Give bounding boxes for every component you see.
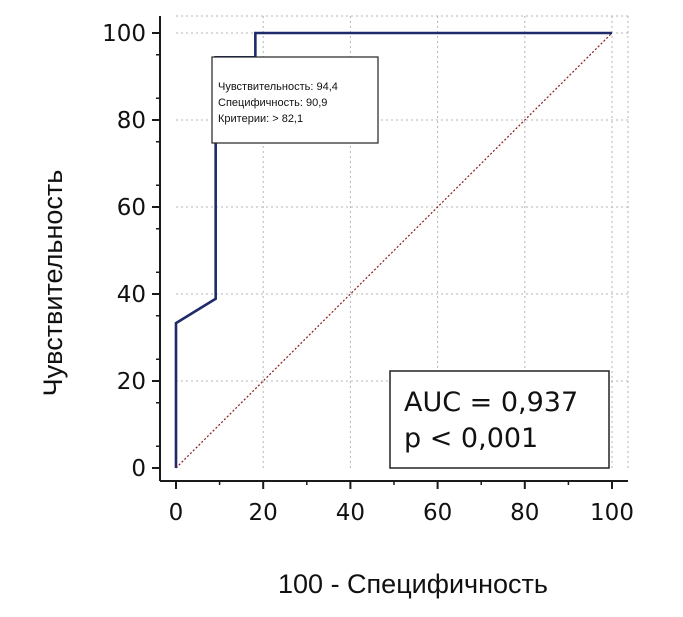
y-tick-label: 100 <box>102 21 146 47</box>
y-tick-label: 60 <box>117 195 146 221</box>
x-axis-title: 100 - Специфичность <box>278 569 548 599</box>
y-axis-title: Чувствительность <box>38 170 68 397</box>
tooltip-sensitivity: Чувствительность: 94,4 <box>218 81 338 93</box>
x-tick-label: 60 <box>423 500 452 526</box>
x-tick-label: 80 <box>510 500 539 526</box>
y-tick-label: 20 <box>117 369 146 395</box>
tooltip-specificity: Специфичность: 90,9 <box>218 97 327 109</box>
x-tick-label: 0 <box>169 500 184 526</box>
tooltip-frame <box>211 56 379 144</box>
x-tick-label: 100 <box>590 500 634 526</box>
y-tick-label: 80 <box>117 108 146 134</box>
criterion-tooltip: Чувствительность: 94,4 Специфичность: 90… <box>211 56 379 144</box>
p-value: p < 0,001 <box>404 423 538 454</box>
axis-ticks: 0 20 40 60 80 100 0 20 40 60 80 100 <box>102 21 634 526</box>
x-tick-label: 40 <box>336 500 365 526</box>
reference-diagonal <box>175 32 613 469</box>
auc-value: AUC = 0,937 <box>404 387 578 418</box>
x-tick-label: 20 <box>249 500 278 526</box>
auc-box-frame <box>389 370 610 469</box>
tooltip-criterion: Критерии: > 82,1 <box>218 113 303 125</box>
auc-box: AUC = 0,937 p < 0,001 <box>389 370 610 469</box>
y-tick-label: 40 <box>117 282 146 308</box>
y-tick-label: 0 <box>131 456 146 482</box>
